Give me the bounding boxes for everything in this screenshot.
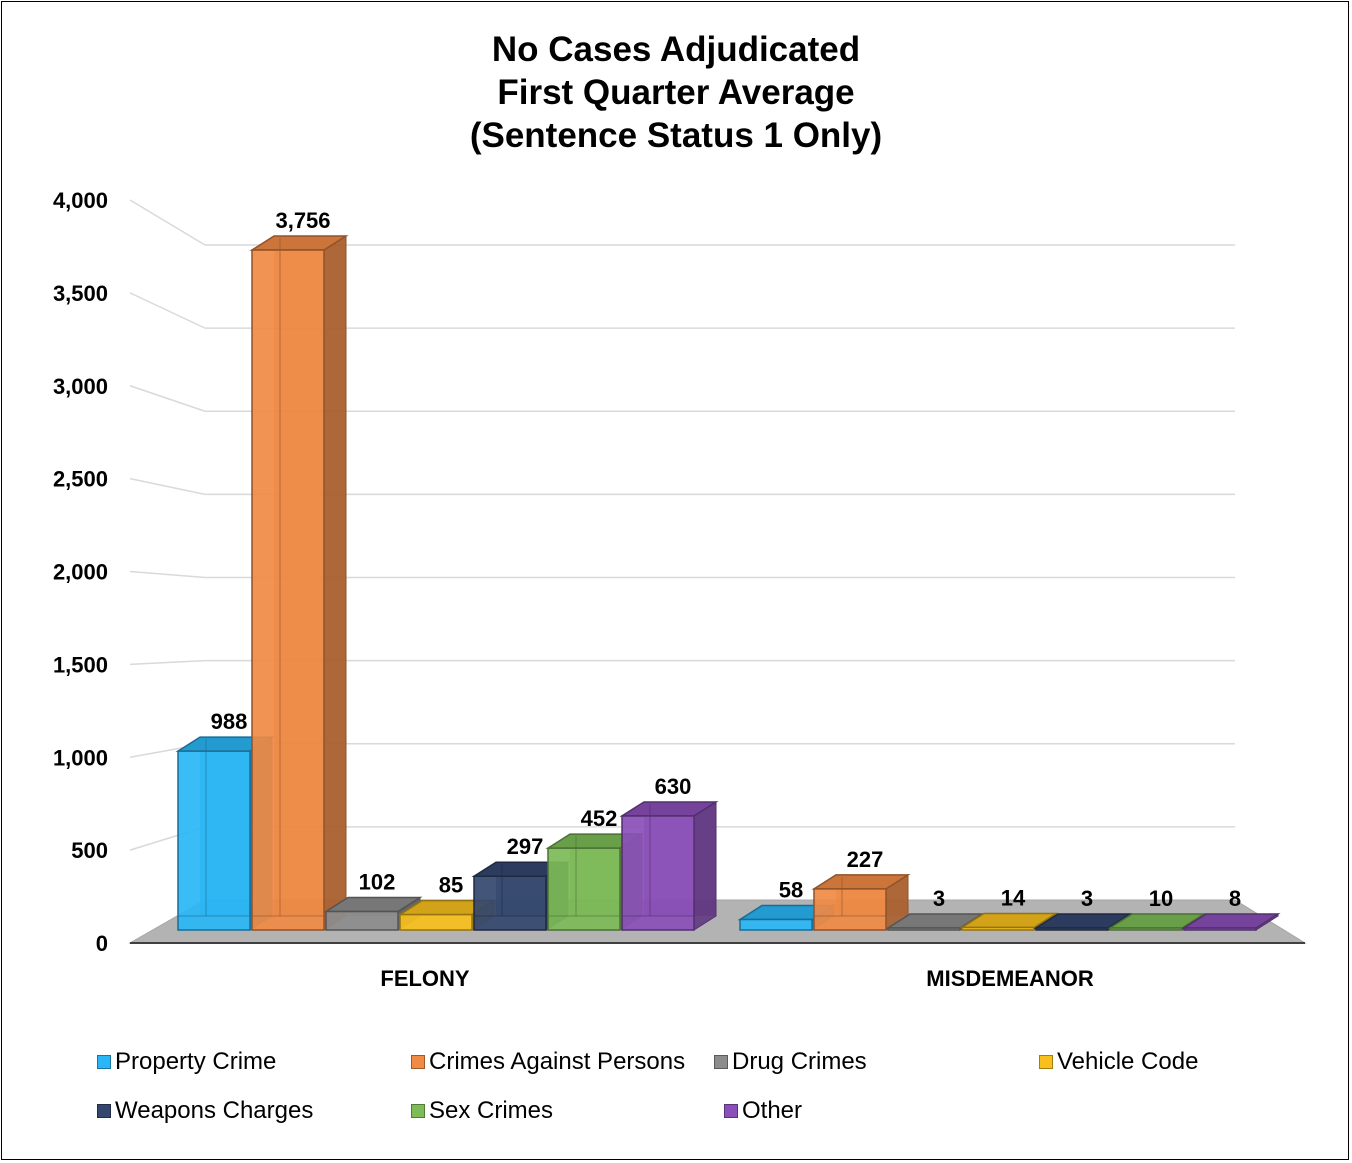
bar-front-face — [473, 875, 547, 931]
data-label: 988 — [211, 709, 248, 734]
y-tick-label: 2,000 — [53, 560, 108, 585]
legend-label: Drug Crimes — [732, 1048, 867, 1075]
x-category-label: MISDEMEANOR — [926, 966, 1094, 991]
gridline-side — [129, 477, 206, 496]
y-tick-label: 2,500 — [53, 467, 108, 492]
legend-label: Other — [742, 1097, 803, 1124]
bar-front-face — [1183, 927, 1257, 931]
legend-label: Crimes Against Persons — [429, 1048, 686, 1075]
legend-item: Weapons Charges — [97, 1096, 313, 1126]
data-label: 297 — [507, 834, 544, 859]
bar-front-face — [177, 750, 251, 931]
legend-item: Crimes Against Persons — [411, 1047, 685, 1077]
legend-item: Vehicle Code — [1039, 1047, 1198, 1077]
bar-front-face — [1109, 927, 1183, 931]
legend-item: Other — [724, 1096, 802, 1126]
legend-label: Weapons Charges — [115, 1097, 314, 1124]
data-label: 3,756 — [275, 208, 330, 233]
bar-front-face — [887, 927, 961, 931]
data-label: 58 — [779, 877, 803, 902]
y-tick-label: 0 — [96, 931, 108, 956]
legend-swatch — [714, 1055, 728, 1069]
y-tick-label: 500 — [71, 838, 108, 863]
legend-swatch — [97, 1055, 111, 1069]
legend-item: Sex Crimes — [411, 1096, 553, 1126]
x-category-label: FELONY — [380, 966, 470, 991]
legend-swatch — [1039, 1055, 1053, 1069]
bar-front-face — [739, 918, 813, 931]
legend-swatch — [724, 1104, 738, 1118]
bar-side-face — [323, 235, 347, 931]
legend-swatch — [411, 1104, 425, 1118]
legend-swatch — [411, 1055, 425, 1069]
chart-title-line-2: First Quarter Average — [497, 73, 855, 112]
bar-front-face — [813, 888, 887, 931]
data-label: 8 — [1229, 886, 1241, 911]
gridline-side — [129, 570, 206, 579]
gridline-side — [129, 199, 206, 246]
legend-item: Property Crime — [97, 1047, 276, 1077]
gridline-side — [129, 659, 206, 666]
data-label: 630 — [655, 774, 692, 799]
legend-swatch — [97, 1104, 111, 1118]
gridline-side — [129, 292, 206, 329]
bar-front-face — [621, 815, 695, 931]
bar-side-face — [693, 801, 717, 931]
gridline-side — [129, 385, 206, 412]
y-tick-label: 1,000 — [53, 745, 108, 770]
data-label: 3 — [1081, 886, 1093, 911]
legend-label: Sex Crimes — [429, 1097, 554, 1124]
chart-title-line-1: No Cases Adjudicated — [491, 30, 861, 69]
y-tick-label: 3,500 — [53, 281, 108, 306]
data-label: 10 — [1149, 886, 1173, 911]
bar-front-face — [547, 847, 621, 931]
legend-label: Property Crime — [115, 1048, 277, 1075]
data-label: 102 — [359, 870, 396, 895]
y-tick-label: 1,500 — [53, 652, 108, 677]
data-label: 85 — [439, 873, 463, 898]
bar-front-face — [961, 926, 1035, 931]
data-label: 3 — [933, 886, 945, 911]
bar-front-face — [1035, 927, 1109, 931]
chart-title-line-3: (Sentence Status 1 Only) — [469, 116, 883, 155]
data-label: 452 — [581, 806, 618, 831]
legend-item: Drug Crimes — [714, 1047, 867, 1077]
data-label: 227 — [847, 847, 884, 872]
data-label: 14 — [1001, 885, 1026, 910]
y-tick-label: 3,000 — [53, 374, 108, 399]
bar-front-face — [399, 913, 473, 931]
bar-front-face — [325, 910, 399, 931]
bar-front-face — [251, 249, 325, 931]
y-tick-label: 4,000 — [53, 188, 108, 213]
legend-label: Vehicle Code — [1057, 1048, 1199, 1075]
